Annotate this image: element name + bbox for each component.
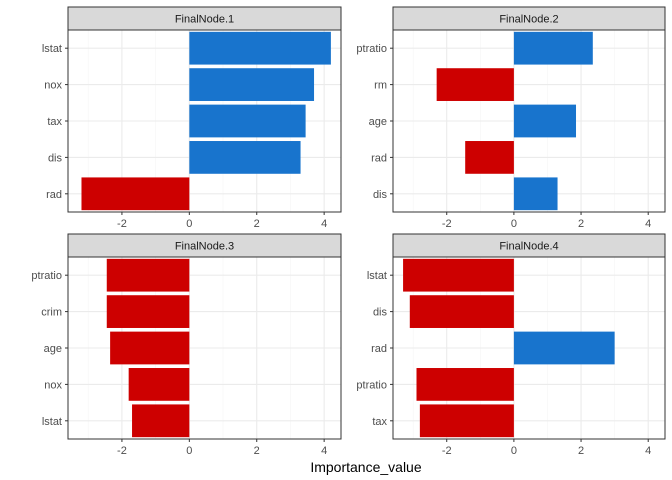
y-tick-label: ptratio [356, 43, 387, 55]
x-tick-label: 2 [254, 445, 260, 457]
bar [416, 368, 514, 401]
y-tick-label: lstat [42, 43, 62, 55]
x-tick-label: 0 [186, 218, 192, 230]
x-tick-label: 2 [578, 218, 584, 230]
y-tick-label: crim [41, 307, 62, 319]
bar [110, 331, 190, 365]
facet-title: FinalNode.1 [175, 14, 234, 26]
bar [81, 177, 190, 211]
facet-title: FinalNode.2 [499, 14, 558, 26]
facet-title: FinalNode.3 [175, 241, 234, 253]
facet-panel: FinalNode.3 ptratio crim age nox lstat -2 0 2 4 [31, 233, 342, 457]
bar [403, 258, 514, 292]
y-tick-label: dis [373, 307, 388, 319]
x-tick-label: -2 [442, 218, 452, 230]
x-tick-label: 0 [511, 218, 517, 230]
y-tick-label: tax [372, 416, 387, 428]
bar [106, 258, 190, 292]
y-tick-label: rad [46, 189, 62, 201]
y-tick-label: rad [371, 152, 387, 164]
bar [436, 68, 514, 101]
facet-panel: FinalNode.1 lstat nox tax dis rad -2 0 2 4 [42, 6, 342, 230]
y-tick-label: age [369, 116, 387, 128]
bar [106, 295, 190, 328]
bar [132, 404, 190, 438]
y-tick-label: tax [47, 116, 62, 128]
x-tick-label: 0 [511, 445, 517, 457]
y-tick-label: ptratio [356, 379, 387, 391]
facet-panel: FinalNode.2 ptratio rm age rad dis -2 0 2 4 [356, 6, 666, 230]
bar [189, 104, 306, 138]
y-tick-label: dis [48, 152, 63, 164]
x-tick-label: -2 [117, 218, 127, 230]
bar [513, 104, 577, 138]
bar [465, 141, 514, 174]
y-tick-label: lstat [367, 270, 387, 282]
y-tick-label: age [44, 343, 62, 355]
bar [513, 31, 593, 65]
x-tick-label: 4 [645, 218, 651, 230]
bar [189, 68, 315, 101]
bar [419, 404, 514, 438]
x-tick-label: 4 [321, 218, 327, 230]
y-tick-label: ptratio [31, 270, 62, 282]
x-tick-label: -2 [117, 445, 127, 457]
x-axis-title: Importance_value [310, 459, 422, 475]
facet-panel: FinalNode.4 lstat dis rad ptratio tax -2 0 2 4 [356, 233, 666, 457]
x-tick-label: 2 [578, 445, 584, 457]
y-tick-label: nox [44, 379, 62, 391]
bar [189, 141, 301, 174]
x-tick-label: 0 [186, 445, 192, 457]
facet-title: FinalNode.4 [499, 241, 558, 253]
y-tick-label: nox [44, 80, 62, 92]
x-tick-label: -2 [442, 445, 452, 457]
x-tick-label: 4 [321, 445, 327, 457]
bar [513, 331, 615, 365]
bar [128, 368, 190, 401]
bar [513, 177, 558, 211]
x-tick-label: 4 [645, 445, 651, 457]
y-tick-label: rm [374, 80, 387, 92]
x-tick-label: 2 [254, 218, 260, 230]
y-tick-label: lstat [42, 416, 62, 428]
bar [409, 295, 514, 328]
y-tick-label: dis [373, 189, 388, 201]
bar [189, 31, 331, 65]
y-tick-label: rad [371, 343, 387, 355]
